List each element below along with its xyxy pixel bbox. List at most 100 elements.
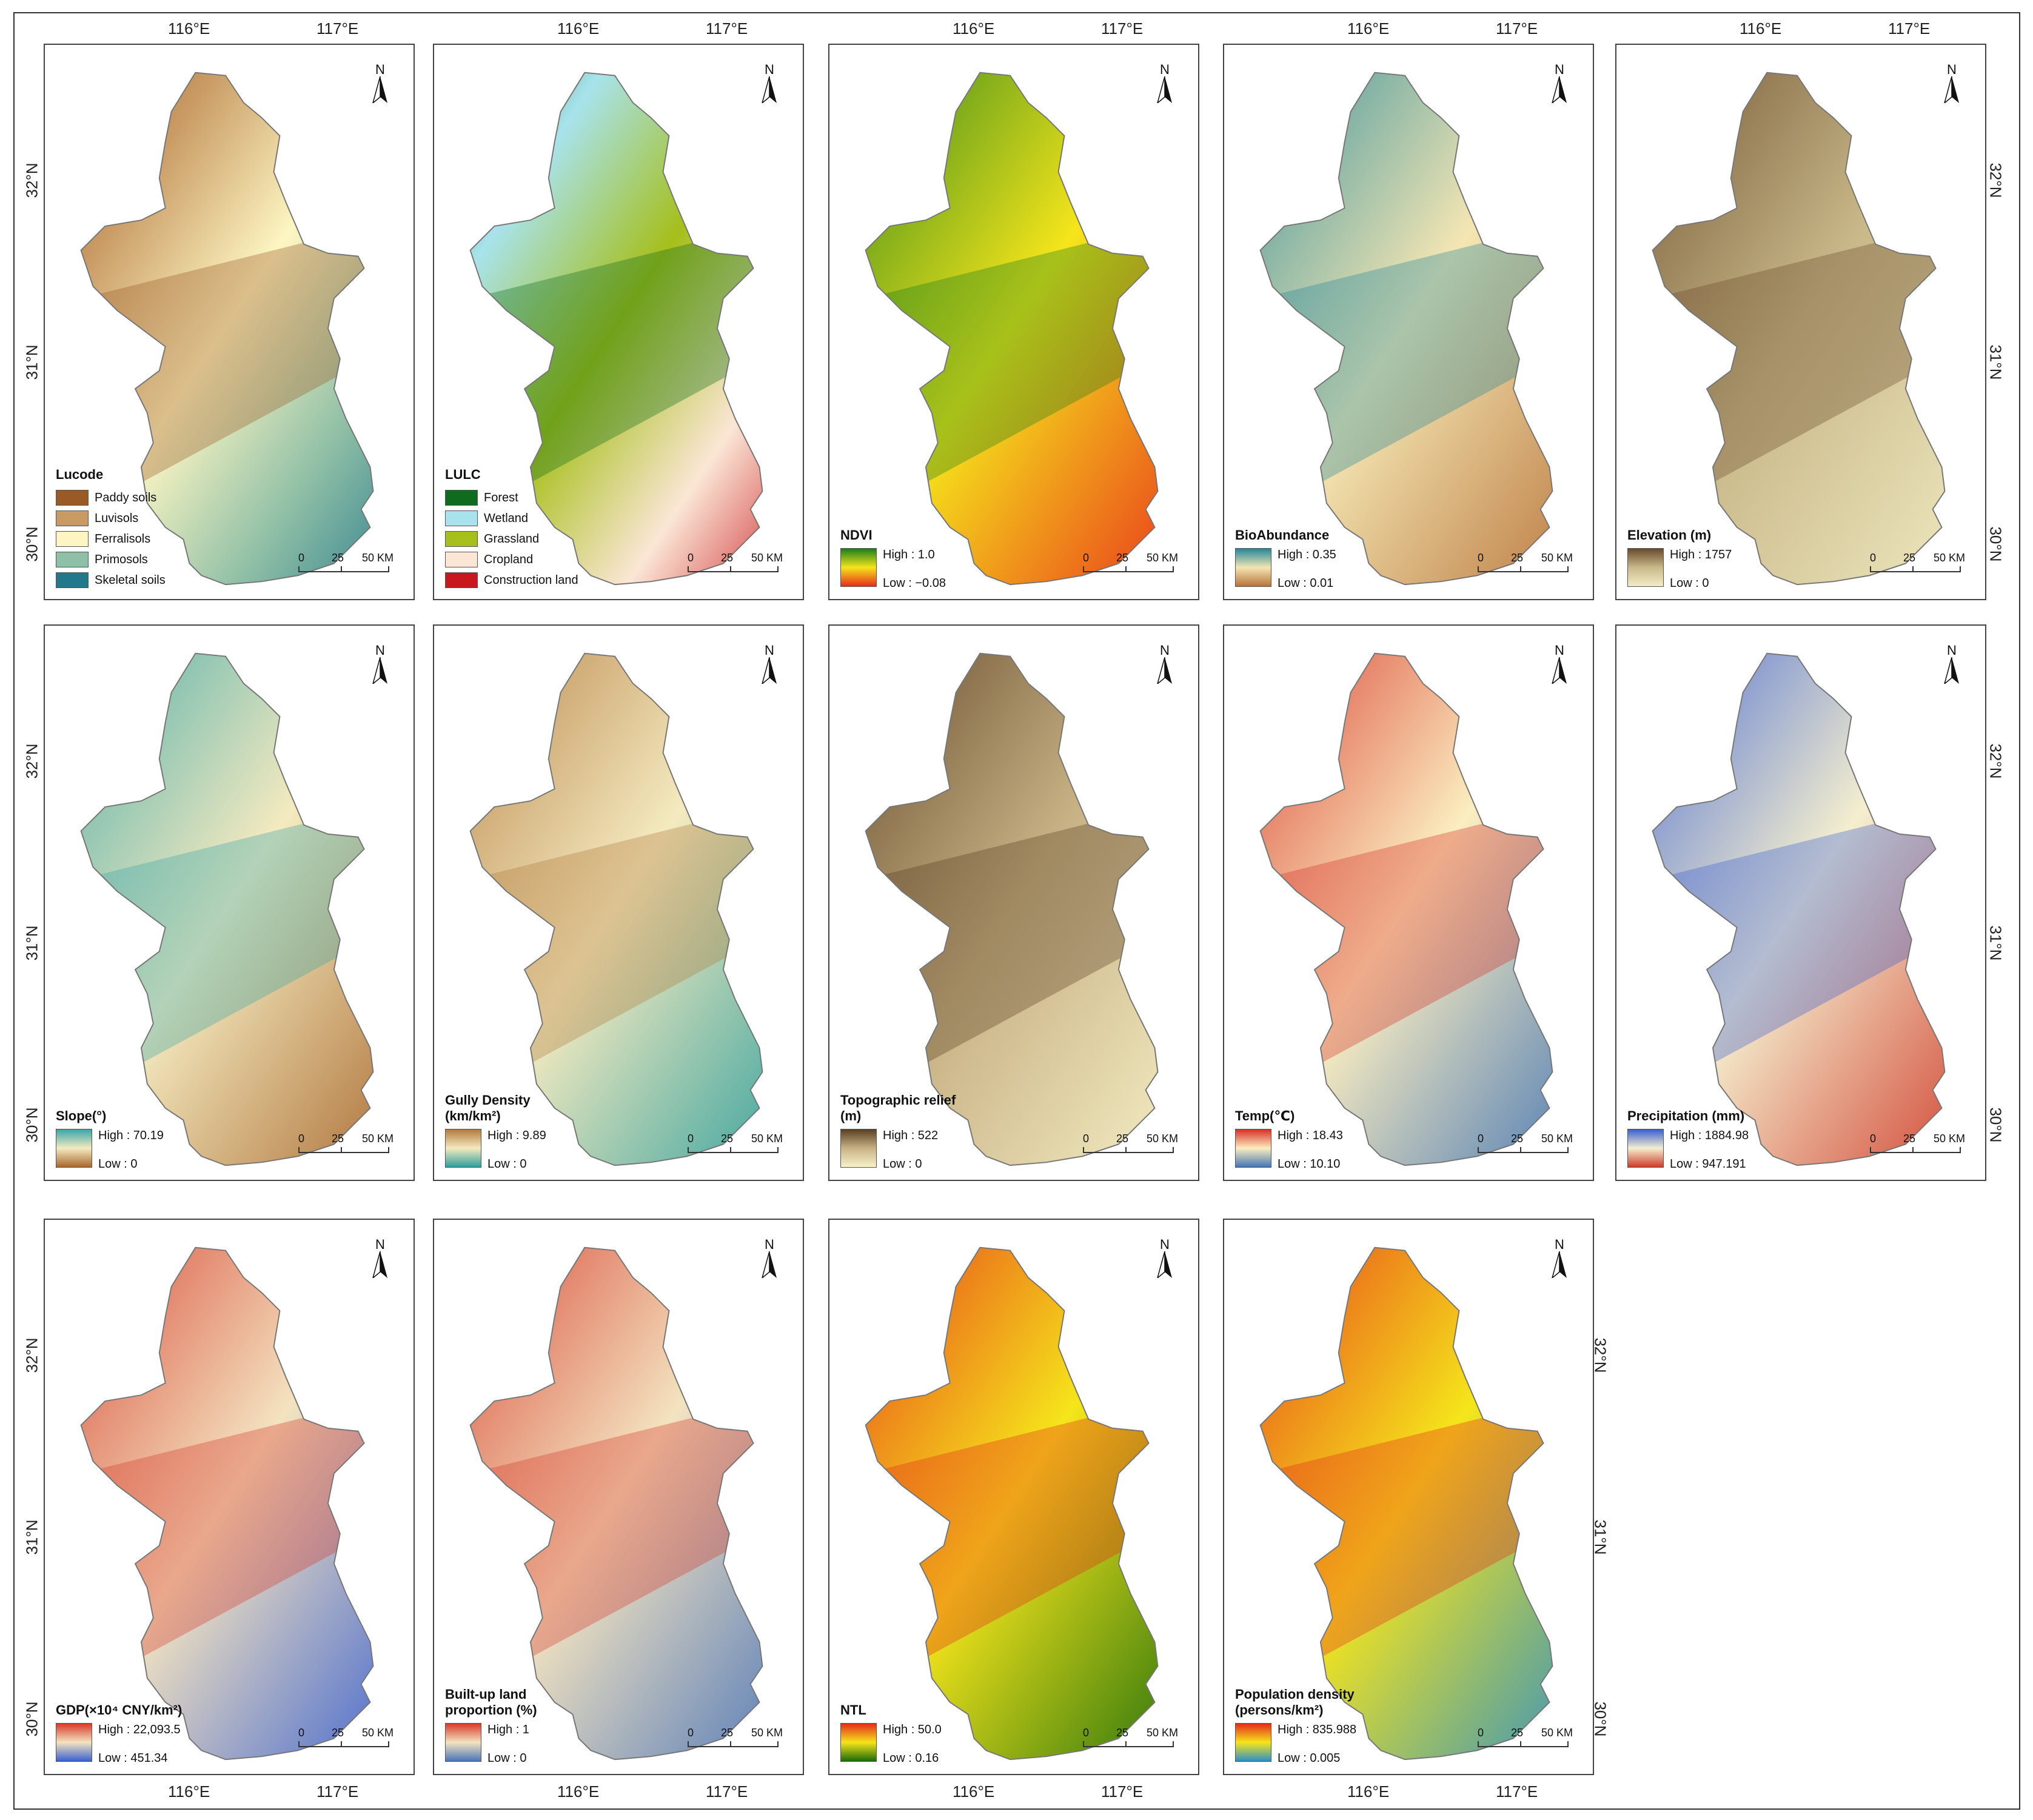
map-panel-gdp: N 0 25 50 KM GDP(×10⁴ CNY/km²) High : 22,093.… — [44, 1219, 415, 1775]
legend-label: Paddy soils — [95, 490, 157, 504]
legend-color-ramp — [1235, 1723, 1271, 1762]
scale-label: 50 KM — [1541, 552, 1573, 564]
legend-swatch — [56, 572, 89, 588]
legend-gdp: GDP(×10⁴ CNY/km²) High : 22,093.5 Low : 45… — [56, 1702, 182, 1765]
legend-swatch — [56, 552, 89, 567]
legend-relief: Topographic relief (m) High : 522 Low : 0 — [840, 1092, 956, 1171]
map-panel-lucode: N 0 25 50 KM Lucode Paddy soils Luvisols Ferral… — [44, 44, 415, 600]
map-builtup — [469, 1246, 763, 1761]
legend-label: Wetland — [484, 511, 529, 525]
longitude-label: 117°E — [1101, 19, 1144, 38]
legend-ndvi: NDVI High : 1.0 Low : −0.08 — [840, 527, 946, 590]
map-panel-elev: N 0 25 50 KM Elevation (m) High : 1757 Low : 0 — [1615, 44, 1986, 600]
longitude-label: 116°E — [1347, 19, 1390, 38]
north-label: N — [1555, 1237, 1564, 1252]
north-arrow-icon: N — [1156, 644, 1174, 686]
legend-color-ramp — [56, 1723, 92, 1762]
north-arrow-icon: N — [371, 644, 389, 686]
map-lucode — [80, 72, 374, 586]
legend-color-ramp — [1235, 1129, 1271, 1168]
legend-low: Low : 0 — [487, 1157, 527, 1171]
north-label: N — [1160, 643, 1170, 658]
north-arrow-icon: N — [760, 63, 779, 105]
latitude-label: 32°N — [22, 743, 41, 779]
map-pop — [1259, 1246, 1553, 1761]
scale-label: 50 KM — [362, 552, 394, 564]
legend-title: BioAbundance — [1235, 527, 1330, 543]
scale-label: 50 KM — [751, 552, 783, 564]
legend-swatch — [56, 510, 89, 526]
legend-swatch — [56, 531, 89, 547]
scale-label: 0 — [1870, 552, 1877, 564]
map-panel-ndvi: N 0 25 50 KM NDVI High : 1.0 Low : −0.08 — [828, 44, 1199, 600]
legend-low: Low : −0.08 — [883, 577, 946, 590]
legend-label: Luvisols — [95, 511, 139, 525]
scale-label: 50 KM — [362, 1132, 394, 1145]
longitude-label: 117°E — [706, 1782, 748, 1801]
scale-label: 50 KM — [1147, 1132, 1179, 1145]
scale-label: 0 — [688, 1727, 694, 1739]
scale-label: 0 — [298, 1132, 305, 1145]
legend-item: Cropland — [445, 549, 578, 570]
scale-label: 25 — [1903, 1132, 1916, 1145]
north-label: N — [375, 62, 385, 77]
latitude-label: 32°N — [1986, 162, 2005, 198]
legend-high: High : 835.988 — [1278, 1723, 1357, 1736]
north-label: N — [765, 62, 774, 77]
legend-color-ramp — [1235, 548, 1271, 587]
legend-color-ramp — [1627, 1129, 1664, 1168]
scale-bar: 0 25 50 KM — [688, 552, 783, 581]
legend-swatch — [56, 490, 89, 506]
scale-label: 0 — [1083, 1727, 1090, 1739]
scale-label: 50 KM — [1934, 552, 1966, 564]
region-outline — [1259, 72, 1553, 586]
legend-swatch — [445, 531, 478, 547]
map-panel-bio: N 0 25 50 KM BioAbundance High : 0.35 Low : 0.… — [1223, 44, 1594, 600]
map-panel-lulc: N 0 25 50 KM LULC Forest Wetland Grassland Cropl… — [433, 44, 804, 600]
longitude-label: 116°E — [953, 1782, 995, 1801]
map-panel-gully: N 0 25 50 KM Gully Density (km/km²) High : 9.8… — [433, 624, 804, 1181]
scale-bar: 0 25 50 KM — [298, 552, 394, 581]
latitude-label: 31°N — [1986, 344, 2005, 380]
north-arrow-icon: N — [1156, 1238, 1174, 1280]
legend-ntl: NTL High : 50.0 Low : 0.16 — [840, 1702, 942, 1765]
longitude-label: 116°E — [1347, 1782, 1390, 1801]
map-panel-builtup: N 0 25 50 KM Built-up land proportion (%) High… — [433, 1219, 804, 1775]
scale-label: 50 KM — [751, 1132, 783, 1145]
scale-label: 50 KM — [362, 1727, 394, 1739]
legend-item: Primosols — [56, 549, 166, 570]
north-label: N — [765, 1237, 774, 1252]
legend-item: Construction land — [445, 570, 578, 590]
north-arrow-icon: N — [1156, 63, 1174, 105]
scale-label: 25 — [1511, 1727, 1524, 1739]
longitude-label: 117°E — [706, 19, 748, 38]
longitude-label: 116°E — [557, 19, 600, 38]
legend-color-ramp — [840, 548, 877, 587]
scale-label: 50 KM — [1147, 1727, 1179, 1739]
longitude-label: 117°E — [1496, 1782, 1538, 1801]
north-arrow-icon: N — [371, 63, 389, 105]
region-outline — [469, 1246, 763, 1761]
north-label: N — [1555, 62, 1564, 77]
legend-high: High : 1757 — [1670, 548, 1732, 561]
legend-title: Elevation (m) — [1627, 527, 1712, 543]
legend-gully: Gully Density (km/km²) High : 9.89 Low : 0 — [445, 1092, 546, 1171]
legend-item: Skeletal soils — [56, 570, 166, 590]
latitude-label: 31°N — [1986, 925, 2005, 961]
legend-title: Slope(°) — [56, 1108, 107, 1123]
longitude-label: 117°E — [1101, 1782, 1144, 1801]
legend-title: NTL — [840, 1702, 866, 1718]
scale-label: 0 — [1083, 552, 1090, 564]
legend-high: High : 1884.98 — [1670, 1129, 1749, 1142]
map-elev — [1652, 72, 1946, 586]
latitude-label: 30°N — [1986, 526, 2005, 562]
longitude-label: 117°E — [317, 19, 359, 38]
scale-bar: 0 25 50 KM — [298, 1132, 394, 1162]
longitude-label: 116°E — [168, 19, 210, 38]
latitude-label: 30°N — [22, 1701, 41, 1737]
map-panel-temp: N 0 25 50 KM Temp(℃) High : 18.43 Low : 10.10 — [1223, 624, 1594, 1181]
scale-label: 0 — [688, 552, 694, 564]
map-slope — [80, 652, 374, 1166]
region-outline — [1652, 652, 1946, 1166]
longitude-label: 116°E — [557, 1782, 600, 1801]
